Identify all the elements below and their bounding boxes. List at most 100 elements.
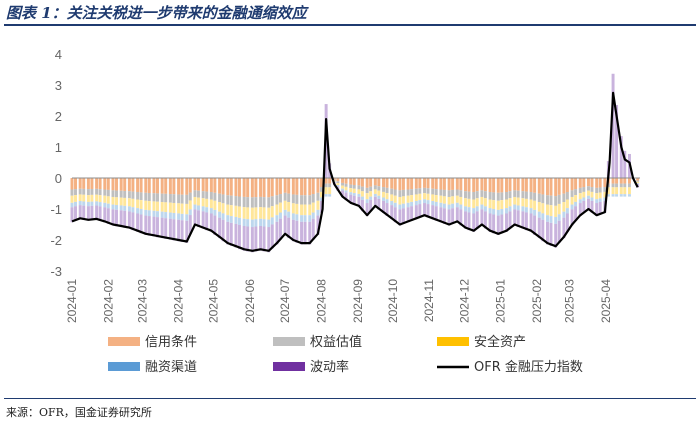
bar-segment bbox=[188, 215, 192, 235]
bar-segment bbox=[595, 187, 599, 194]
bar-segment bbox=[283, 215, 287, 235]
bar-segment bbox=[385, 187, 389, 194]
bar-segment bbox=[410, 195, 414, 202]
bar-segment bbox=[242, 178, 246, 197]
legend: 信用条件 权益估值 安全资产 融资渠道 波动率 OFR 金融压力指数 bbox=[108, 334, 583, 375]
bar-segment bbox=[74, 201, 77, 207]
bar-segment bbox=[111, 209, 115, 226]
bar-segment bbox=[377, 198, 381, 210]
bar-segment bbox=[447, 204, 451, 210]
bar-segment bbox=[213, 192, 217, 201]
bar-segment bbox=[467, 198, 471, 208]
bar-segment bbox=[418, 178, 422, 189]
bar-segment bbox=[611, 73, 615, 178]
bar-segment bbox=[373, 185, 377, 190]
bar-segment bbox=[185, 220, 189, 243]
bar-segment bbox=[385, 203, 389, 216]
bar-segment bbox=[636, 181, 640, 184]
bar-segment bbox=[328, 178, 332, 184]
bar-segment bbox=[414, 205, 418, 220]
bar-segment bbox=[472, 208, 476, 214]
bar-segment bbox=[119, 210, 123, 228]
bar-segment bbox=[278, 202, 282, 213]
bar-segment bbox=[496, 215, 500, 235]
bar-segment bbox=[287, 178, 291, 194]
bar-segment bbox=[352, 178, 356, 185]
bar-segment bbox=[382, 191, 385, 198]
bar-segment bbox=[86, 178, 90, 190]
bar-segment bbox=[254, 178, 258, 198]
bar-segment bbox=[554, 178, 558, 197]
bar-segment bbox=[451, 178, 455, 190]
bar-segment bbox=[377, 186, 381, 191]
legend-swatch-safe bbox=[437, 337, 469, 346]
bar-segment bbox=[360, 178, 364, 187]
bar-segment bbox=[488, 213, 492, 232]
bar-segment bbox=[177, 178, 181, 195]
bar-segment bbox=[472, 199, 476, 209]
bar-segment bbox=[131, 212, 135, 231]
bar-segment bbox=[95, 178, 99, 189]
bar-segment bbox=[188, 192, 192, 201]
source-divider bbox=[4, 398, 696, 399]
bar-segment bbox=[442, 208, 446, 224]
bar-segment bbox=[578, 203, 582, 216]
bar-segment bbox=[472, 178, 476, 192]
bar-segment bbox=[177, 219, 181, 242]
bar-segment bbox=[115, 209, 118, 227]
bar-segment bbox=[90, 188, 94, 195]
bar-segment bbox=[578, 193, 582, 200]
bar-segment bbox=[483, 211, 487, 229]
bar-segment bbox=[237, 178, 241, 197]
bar-segment bbox=[492, 192, 496, 201]
bar-segment bbox=[82, 194, 86, 202]
bar-segment bbox=[418, 193, 422, 201]
bar-segment bbox=[308, 215, 312, 222]
bar-segment bbox=[549, 216, 553, 223]
bar-segment bbox=[278, 212, 282, 219]
bar-segment bbox=[546, 178, 549, 196]
bar-segment bbox=[311, 202, 315, 213]
bar-segment bbox=[533, 192, 537, 201]
bar-segment bbox=[147, 193, 151, 202]
bar-segment bbox=[185, 178, 189, 195]
bar-segment bbox=[316, 178, 320, 193]
bar-segment bbox=[565, 208, 569, 214]
bar-segment bbox=[598, 201, 602, 215]
bar-segment bbox=[332, 179, 336, 181]
bar-segment bbox=[127, 206, 131, 212]
bar-segment bbox=[533, 200, 537, 210]
bar-segment bbox=[123, 205, 127, 211]
bar-segment bbox=[308, 221, 312, 245]
bar-segment bbox=[360, 196, 364, 200]
bar-segment bbox=[95, 201, 99, 206]
bar-segment bbox=[475, 191, 479, 199]
bar-segment bbox=[205, 207, 209, 213]
bar-segment bbox=[164, 212, 168, 219]
bar-segment bbox=[254, 207, 258, 220]
bar-segment bbox=[144, 209, 148, 216]
bar-segment bbox=[172, 178, 176, 195]
bar-segment bbox=[160, 178, 164, 194]
bar-segment bbox=[185, 194, 189, 204]
bar-segment bbox=[115, 197, 118, 206]
bar-segment bbox=[549, 222, 553, 246]
bar-segment bbox=[365, 193, 369, 200]
bar-segment bbox=[78, 201, 82, 206]
bar-segment bbox=[464, 191, 467, 199]
bar-segment bbox=[390, 178, 394, 189]
chart-axes: -3 -2 -1 0 1 2 3 4 2024-01 2024-02 2024-03 2024-04 2… bbox=[50, 47, 640, 323]
bar-segment bbox=[439, 178, 443, 190]
bar-segment bbox=[516, 190, 520, 198]
bar-segment bbox=[434, 201, 438, 207]
bar-segment bbox=[82, 201, 86, 206]
bar-segment bbox=[349, 188, 353, 193]
bar-segment bbox=[627, 183, 631, 188]
bar-segment bbox=[619, 178, 623, 184]
bar-segment bbox=[521, 191, 525, 199]
bar-segment bbox=[598, 187, 602, 193]
bar-segment bbox=[344, 192, 348, 201]
bar-segment bbox=[234, 196, 238, 206]
bar-segment bbox=[524, 178, 528, 192]
bar-segment bbox=[431, 201, 435, 206]
